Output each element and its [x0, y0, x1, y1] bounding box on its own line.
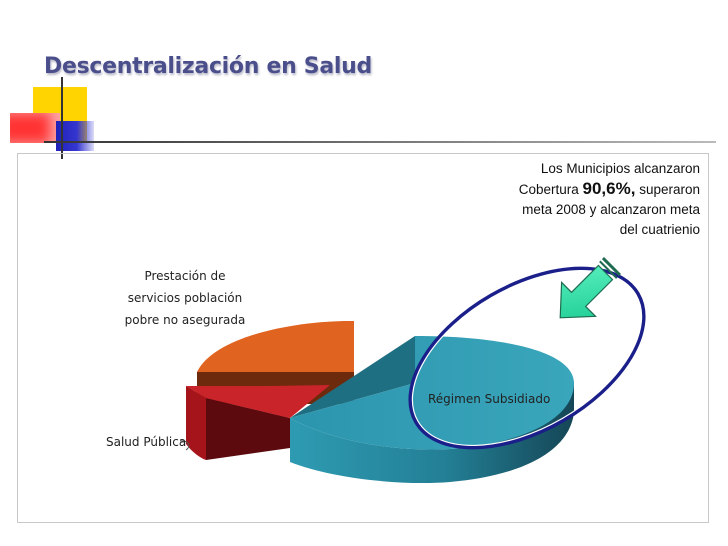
- note-line-3: meta 2008 y alcanzaron meta: [522, 202, 700, 217]
- title-underline: [44, 141, 716, 143]
- label-prestacion-line-2: servicios población: [127, 291, 243, 305]
- slice-regimen-top: [290, 336, 574, 450]
- coverage-note: Los Municipios alcanzaron Cobertura 90,6…: [478, 159, 700, 240]
- label-regimen-subsidiado: Régimen Subsidiado: [428, 392, 551, 406]
- slice-regimen-side: [290, 380, 574, 484]
- salud-connector: [179, 440, 190, 451]
- slide-title: Descentralización en Salud: [44, 54, 372, 79]
- label-prestacion-line-1: Prestación de: [144, 269, 226, 283]
- note-line-1: Los Municipios alcanzaron: [540, 161, 700, 176]
- note-line-2: Cobertura 90,6%, superaron: [478, 179, 700, 200]
- decor-vertical-line: [61, 77, 63, 159]
- label-prestacion-line-3: pobre no asegurada: [124, 313, 246, 327]
- slice-prestacion-top: [197, 320, 354, 372]
- label-prestacion: Prestación de servicios población pobre …: [115, 265, 255, 331]
- label-salud-publica: Salud Pública: [106, 435, 187, 449]
- note-line-4: del cuatrienio: [619, 222, 700, 237]
- highlight-ellipse: [408, 266, 646, 450]
- slice-salud-top-main: [186, 385, 330, 418]
- note-line-2-pre: Cobertura: [518, 182, 583, 197]
- slice-regimen: [290, 336, 574, 484]
- coverage-value: 90,6%,: [582, 179, 636, 198]
- slice-salud-side: [206, 398, 290, 460]
- slice-salud-front: [186, 386, 206, 460]
- callout-arrow-icon: [559, 256, 622, 319]
- decor-red-square: [10, 113, 60, 143]
- slice-salud: [186, 385, 330, 460]
- note-line-2-post: superaron: [635, 182, 700, 197]
- content-frame: [17, 153, 709, 523]
- slice-regimen-inner: [290, 336, 415, 418]
